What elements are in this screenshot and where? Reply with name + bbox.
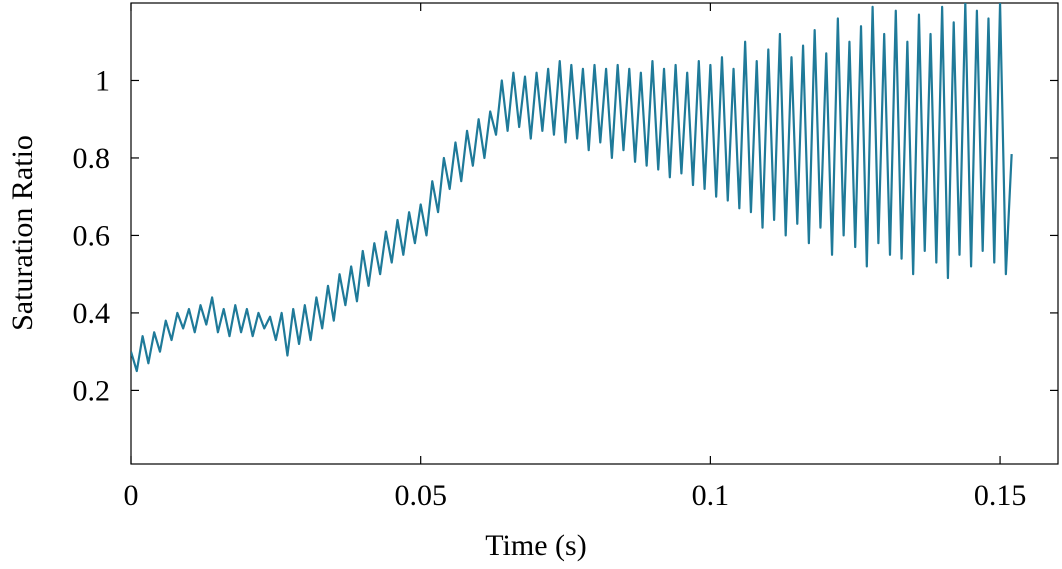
- y-tick-label: 0.6: [73, 219, 111, 252]
- y-tick-label: 0.2: [73, 374, 111, 407]
- x-tick-label: 0.1: [692, 479, 730, 512]
- x-tick-label: 0.05: [394, 479, 447, 512]
- data-line: [131, 3, 1013, 373]
- y-tick-label: 0.8: [73, 142, 111, 175]
- plot-frame: [130, 2, 1059, 465]
- x-tick-label: 0: [124, 479, 139, 512]
- x-axis-title: Time (s): [485, 529, 586, 562]
- x-tick-label: 0.15: [974, 479, 1027, 512]
- y-axis-title: Saturation Ratio: [6, 135, 39, 331]
- y-tick-label: 0.4: [73, 297, 111, 330]
- y-tick-label: 1: [95, 64, 110, 97]
